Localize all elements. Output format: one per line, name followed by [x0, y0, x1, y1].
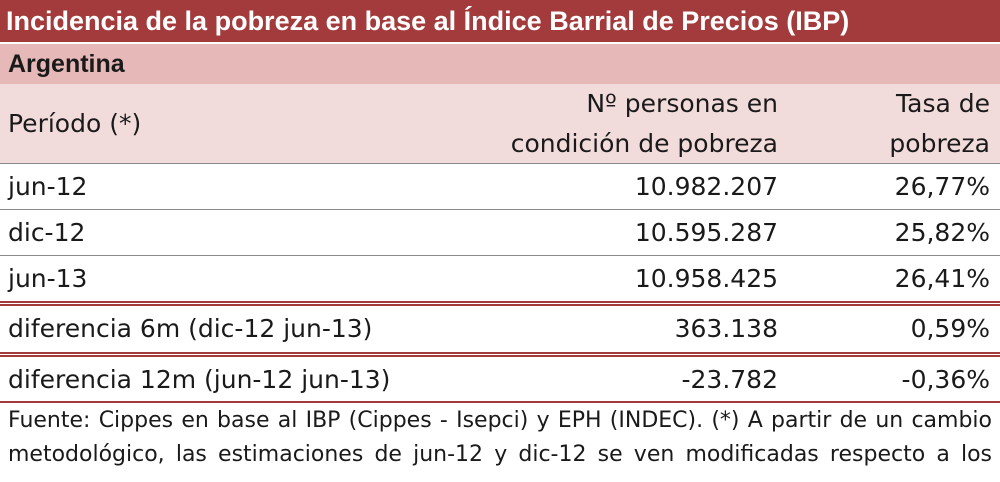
row-period: diferencia 6m (dic-12 jun-13): [8, 314, 373, 343]
table-row: jun-13 10.958.425 26,41%: [0, 256, 1000, 302]
footnote-line1: Fuente: Cippes en base al IBP (Cippes - …: [8, 408, 992, 433]
divider: [0, 401, 1000, 403]
header-rate-line2: pobreza: [889, 129, 990, 158]
row-period: diferencia 12m (jun-12 jun-13): [8, 365, 391, 394]
row-persons: 10.958.425: [634, 264, 778, 293]
row-persons: -23.782: [681, 365, 779, 394]
table-row: diferencia 6m (dic-12 jun-13) 363.138 0,…: [0, 306, 1000, 352]
header-rate: Tasa de pobreza: [889, 84, 990, 164]
header-persons: Nº personas en condición de pobreza: [511, 84, 778, 164]
row-rate: 0,59%: [910, 314, 990, 343]
row-rate: -0,36%: [901, 365, 990, 394]
row-rate: 26,41%: [894, 264, 990, 293]
table-subtitle: Argentina: [0, 44, 1000, 84]
footnote-line2: metodológico, las estimaciones de jun-12…: [8, 442, 992, 467]
table-row: diferencia 12m (jun-12 jun-13) -23.782 -…: [0, 357, 1000, 403]
table-row: dic-12 10.595.287 25,82%: [0, 210, 1000, 256]
header-rate-line1: Tasa de: [896, 89, 990, 118]
header-period: Período (*): [8, 109, 142, 138]
row-persons: 10.595.287: [634, 218, 778, 247]
row-rate: 26,77%: [894, 172, 990, 201]
divider: [0, 301, 1000, 306]
row-period: jun-13: [8, 264, 88, 293]
header-persons-line2: condición de pobreza: [510, 129, 778, 158]
table-footnote: Fuente: Cippes en base al IBP (Cippes - …: [8, 404, 992, 472]
row-persons: 10.982.207: [634, 172, 778, 201]
table-header-row: Período (*) Nº personas en condición de …: [0, 84, 1000, 164]
header-persons-line1: Nº personas en: [586, 89, 778, 118]
table-row: jun-12 10.982.207 26,77%: [0, 164, 1000, 210]
row-persons: 363.138: [674, 314, 778, 343]
divider: [0, 352, 1000, 357]
table-title: Incidencia de la pobreza en base al Índi…: [0, 0, 1000, 42]
row-rate: 25,82%: [894, 218, 990, 247]
row-period: jun-12: [8, 172, 88, 201]
row-period: dic-12: [8, 218, 86, 247]
